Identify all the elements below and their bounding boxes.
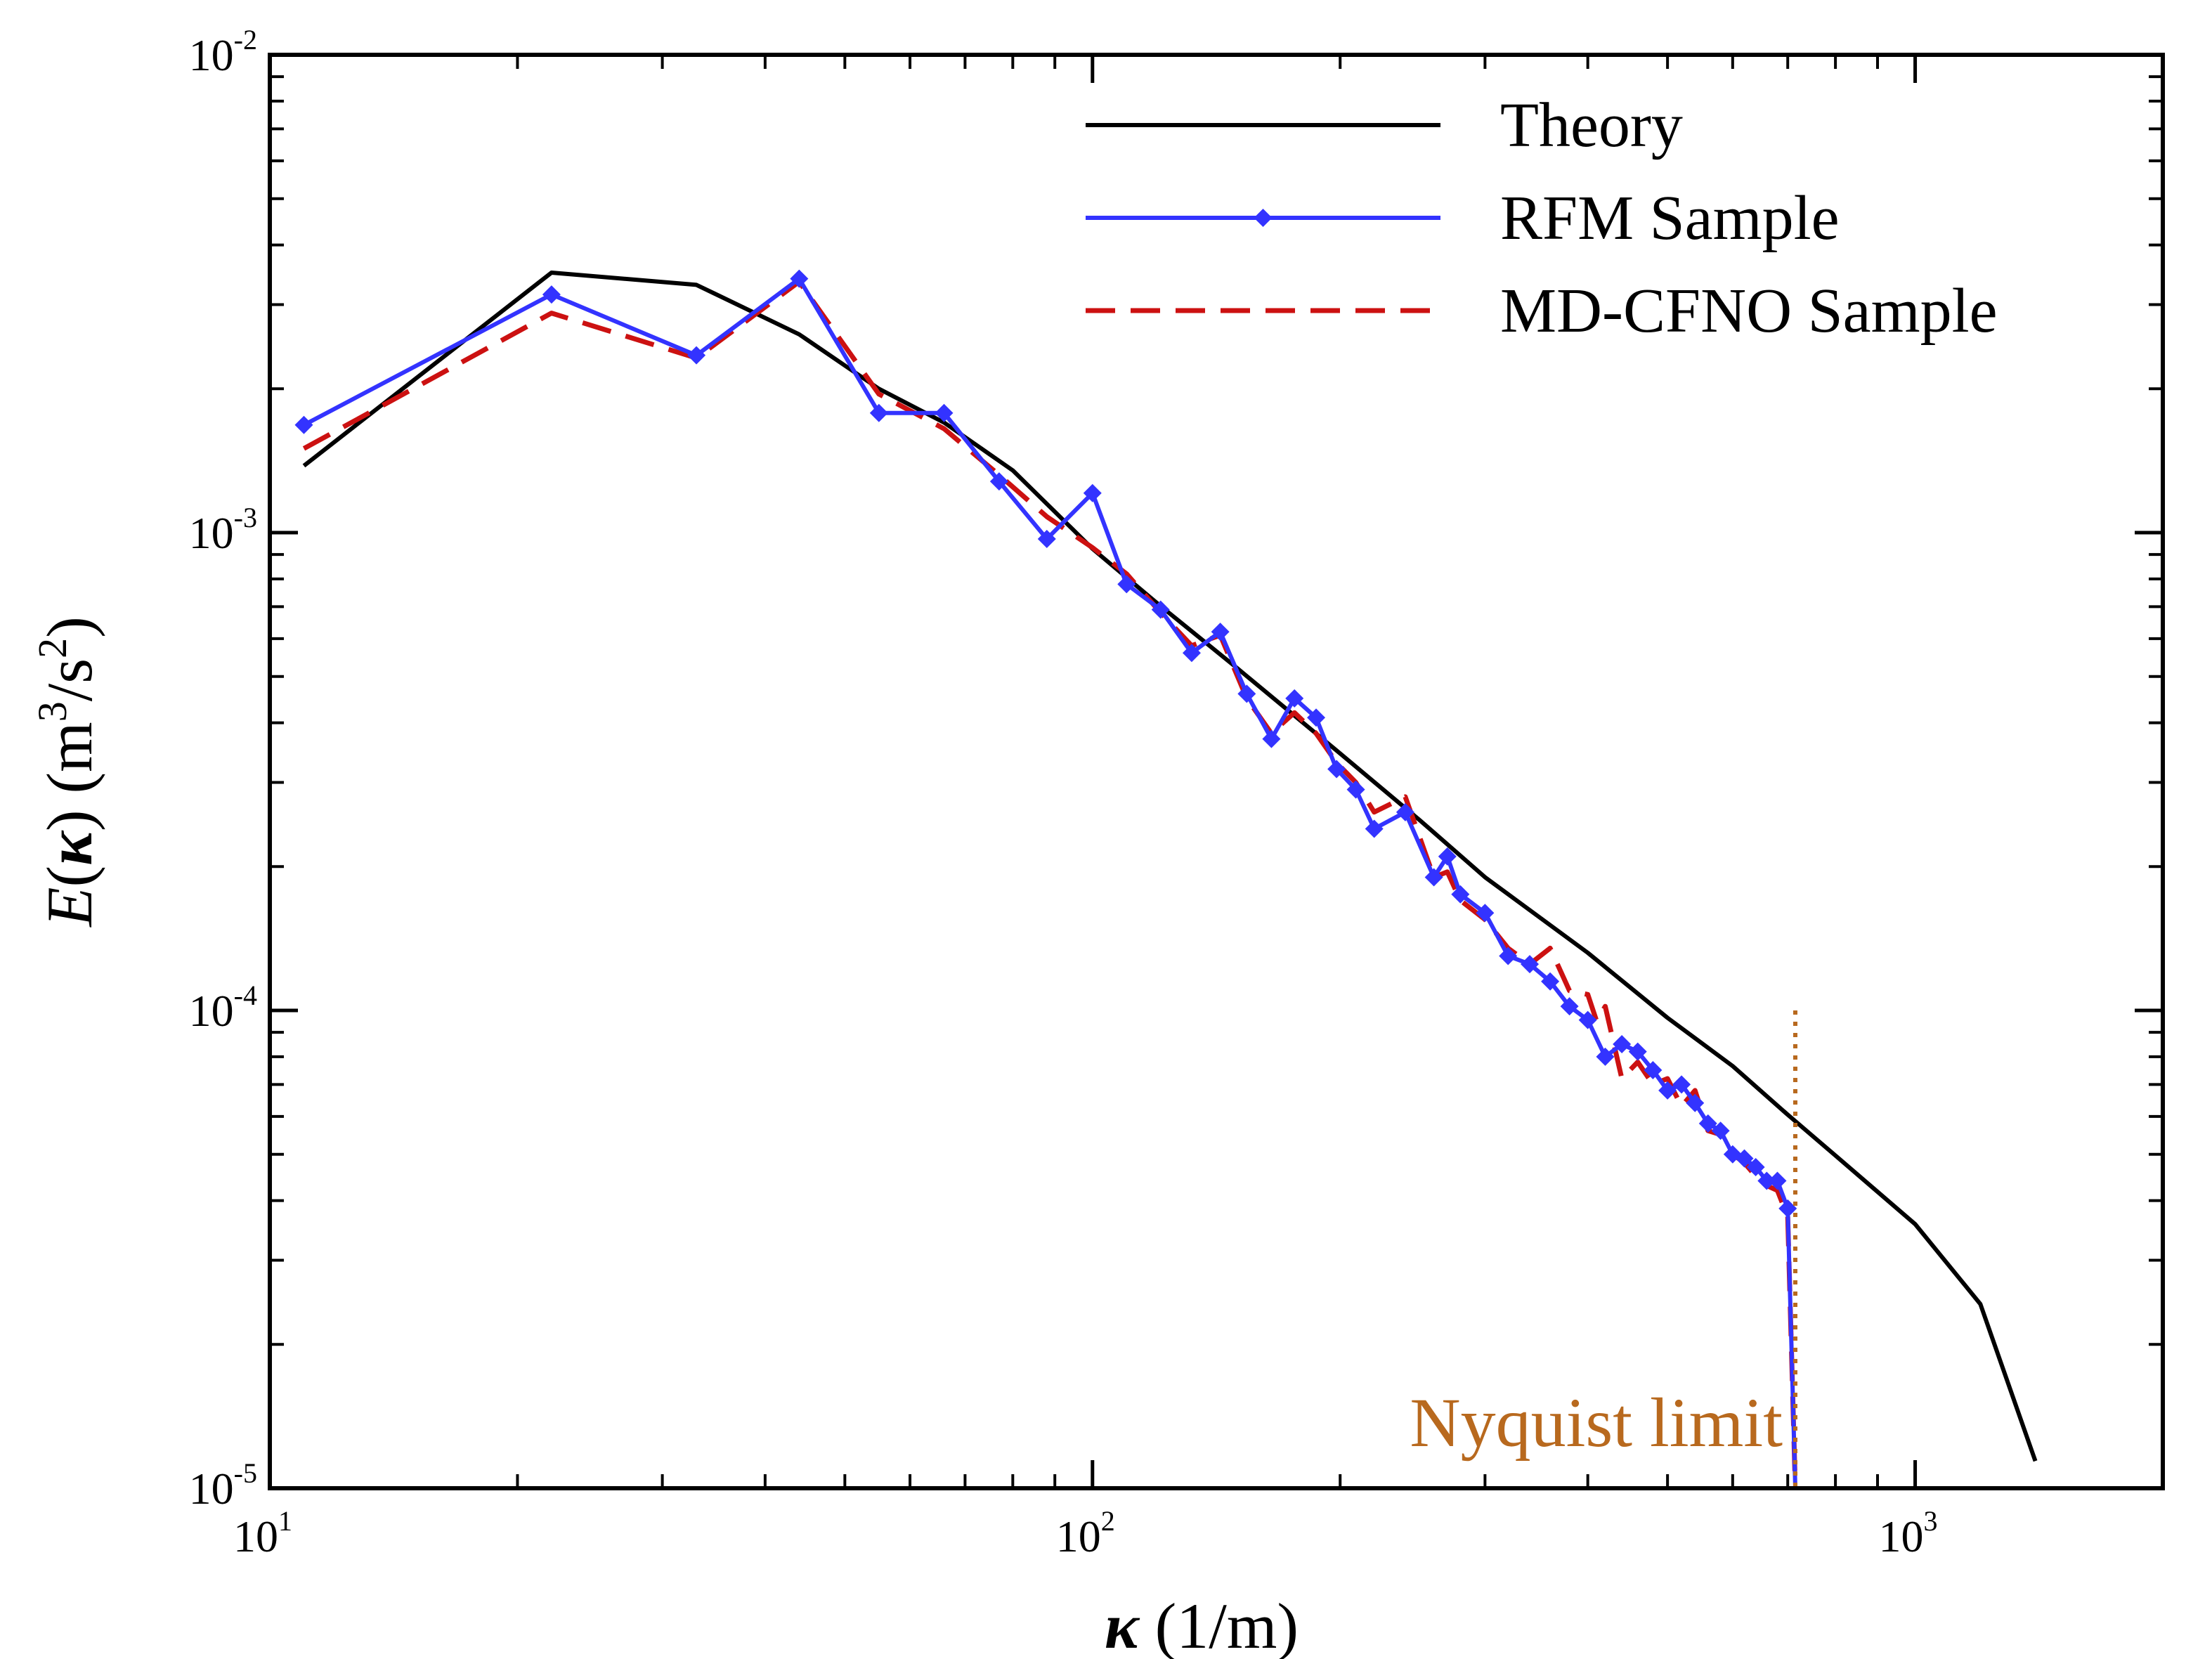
series-point-rfm-sample — [1560, 997, 1579, 1016]
y-axis-symbol: κ — [34, 830, 105, 866]
series-point-rfm-sample — [1757, 1171, 1776, 1190]
series-point-rfm-sample — [1686, 1093, 1705, 1112]
y-axis-close: ) — [34, 809, 105, 831]
series-line-rfm-sample — [303, 276, 1797, 1489]
series-point-rfm-sample — [1698, 1114, 1717, 1133]
y-axis-sup2: 2 — [30, 638, 75, 658]
series-point-rfm-sample — [1541, 972, 1560, 991]
series-line-theory — [302, 271, 2038, 1462]
series-point-rfm-sample — [1438, 847, 1457, 866]
y-axis-unit-open: (m — [34, 722, 105, 809]
series-point-rfm-sample — [1237, 684, 1256, 703]
y-tick-label: 10-5 — [189, 1457, 257, 1514]
x-axis-title: κ (1/m) — [1105, 1590, 1299, 1659]
series-point-rfm-sample — [1746, 1157, 1765, 1176]
y-tick-labels: 10-5 10-4 10-3 10-2 — [189, 24, 257, 1514]
annotation-layer: Nyquist limit — [1410, 1010, 1797, 1488]
series-point-rfm-sample — [294, 415, 313, 434]
x-tick-label: 102 — [1056, 1505, 1115, 1561]
x-tick-label: 103 — [1879, 1505, 1938, 1561]
series-point-rfm-sample — [1628, 1042, 1647, 1061]
series-point-rfm-sample — [1307, 708, 1326, 727]
series-point-rfm-sample — [1672, 1075, 1691, 1094]
series-layer — [294, 269, 2038, 1489]
plot-frame — [268, 53, 2165, 1490]
series-point-rfm-sample — [1395, 802, 1414, 821]
series-point-rfm-sample — [1285, 689, 1304, 708]
series-point-rfm-sample — [1711, 1121, 1730, 1140]
series-point-rfm-sample — [1083, 483, 1102, 502]
series-point-rfm-sample — [1735, 1149, 1754, 1168]
legend-marker-rfm-sample — [1254, 209, 1273, 227]
series-point-rfm-sample — [1262, 729, 1281, 748]
series-point-rfm-sample — [1658, 1081, 1677, 1100]
major-ticks — [268, 53, 2163, 1490]
series-point-rfm-sample — [1596, 1047, 1615, 1066]
x-axis-unit: (1/m) — [1139, 1590, 1299, 1659]
y-axis-func: E — [34, 887, 105, 928]
series-point-rfm-sample — [1151, 600, 1170, 619]
series-point-rfm-sample — [1211, 623, 1230, 642]
series-point-rfm-sample — [1578, 1010, 1597, 1029]
legend: Theory RFM Sample MD-CFNO Sample — [1086, 91, 1998, 346]
y-axis-unit-mid: /s — [34, 658, 105, 701]
series-point-rfm-sample — [1365, 819, 1384, 838]
x-tick-label: 101 — [233, 1505, 292, 1561]
series-point-rfm-sample — [542, 285, 561, 304]
y-tick-label: 10-2 — [189, 24, 257, 80]
series-point-rfm-sample — [687, 346, 706, 365]
series-point-rfm-sample — [1117, 575, 1136, 594]
series-point-rfm-sample — [790, 269, 809, 288]
series-point-rfm-sample — [1613, 1034, 1632, 1053]
y-tick-label: 10-4 — [189, 980, 257, 1036]
y-tick-label: 10-3 — [189, 502, 257, 558]
x-tick-labels: 101 102 103 — [233, 1505, 1938, 1561]
legend-label-rfm-sample: RFM Sample — [1500, 183, 1840, 253]
series-point-rfm-sample — [935, 403, 954, 422]
series-point-rfm-sample — [1346, 780, 1365, 799]
series-point-rfm-sample — [869, 403, 888, 422]
series-point-rfm-sample — [1644, 1060, 1663, 1079]
nyquist-label: Nyquist limit — [1410, 1384, 1783, 1462]
series-point-rfm-sample — [1327, 760, 1346, 779]
series-point-rfm-sample — [1424, 868, 1443, 887]
series-line-md-cfno-sample — [302, 279, 1798, 1489]
y-axis-open: ( — [34, 866, 105, 887]
series-point-rfm-sample — [1778, 1199, 1797, 1218]
series-point-rfm-sample — [1499, 946, 1518, 965]
legend-label-theory: Theory — [1500, 91, 1683, 160]
minor-ticks — [270, 55, 2164, 1488]
y-axis-unit-close: ) — [34, 616, 105, 638]
series-point-rfm-sample — [1768, 1171, 1787, 1190]
legend-label-md-cfno-sample: MD-CFNO Sample — [1500, 276, 1998, 346]
series-point-rfm-sample — [1476, 904, 1495, 923]
series-point-rfm-sample — [1037, 529, 1056, 548]
series-point-rfm-sample — [1521, 955, 1540, 974]
y-axis-sup1: 3 — [30, 701, 75, 722]
y-axis-title: E(κ) (m3/s2) — [30, 616, 105, 928]
x-axis-symbol: κ — [1105, 1590, 1140, 1659]
series-point-rfm-sample — [1182, 644, 1201, 663]
series-point-rfm-sample — [989, 472, 1008, 491]
series-point-rfm-sample — [1451, 885, 1470, 904]
